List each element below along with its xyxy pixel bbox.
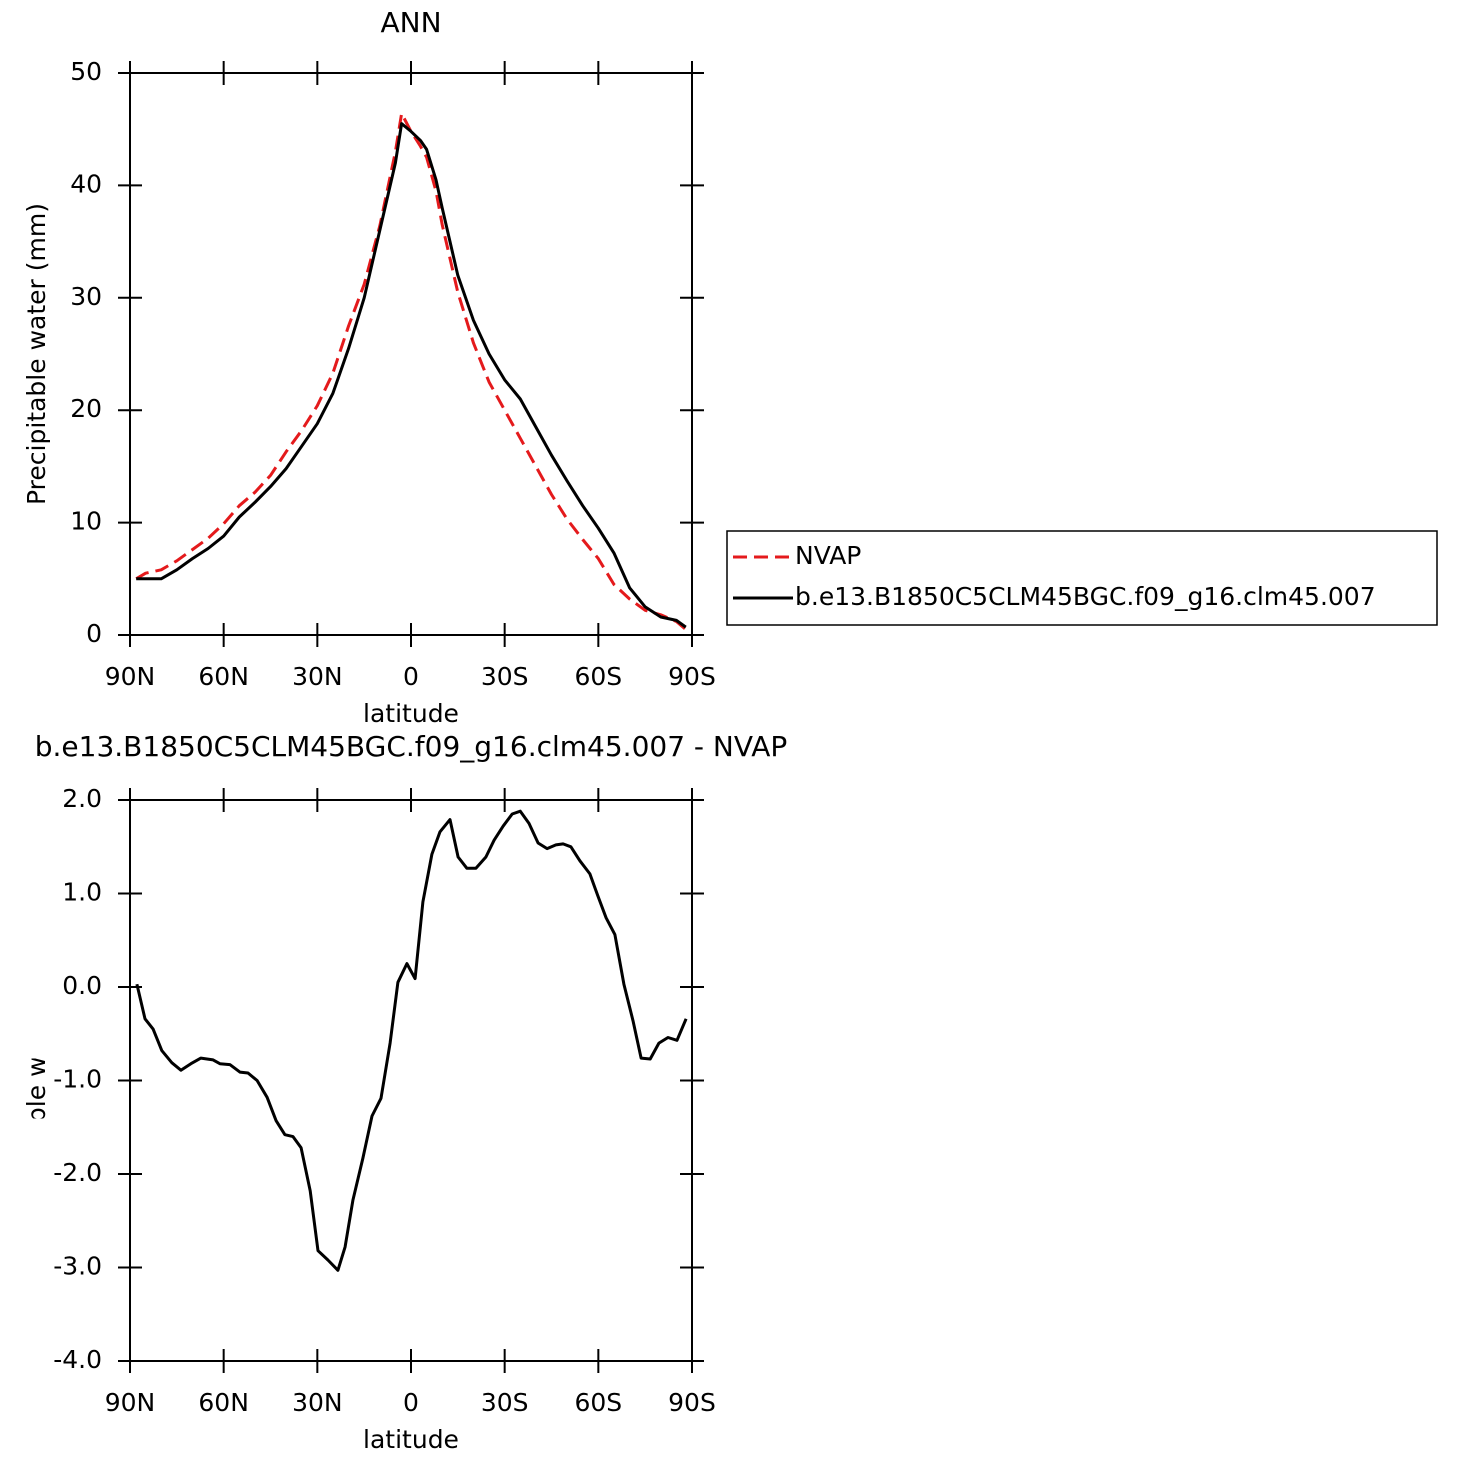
y-tick-label: -1.0 <box>53 1065 102 1094</box>
x-tick-label: 60S <box>574 662 622 691</box>
x-tick-label: 60N <box>198 662 249 691</box>
x-tick-label: 90N <box>105 1388 156 1417</box>
x-tick-label: 60N <box>198 1388 249 1417</box>
y-tick-label: 0.0 <box>62 971 102 1000</box>
x-tick-label: 60S <box>574 1388 622 1417</box>
chart-title: ANN <box>380 6 441 39</box>
plot-frame <box>129 72 693 636</box>
panel: b.e13.B1850C5CLM45BGC.f09_g16.clm45.007 … <box>22 730 787 1454</box>
y-tick-label: 0 <box>86 619 102 648</box>
x-tick-label: 30N <box>292 662 343 691</box>
x-tick-label: 90N <box>105 662 156 691</box>
legend: NVAP b.e13.B1850C5CLM45BGC.f09_g16.clm45.… <box>726 530 1438 626</box>
panel: ANN 0 10 20 30 40 50 90N 60N 30N 0 30S 60S 90S latitud… <box>22 6 1438 728</box>
x-axis-label: latitude <box>363 1425 459 1454</box>
y-tick-label: -4.0 <box>53 1345 102 1374</box>
legend-frame <box>726 530 1438 626</box>
chart-title: b.e13.B1850C5CLM45BGC.f09_g16.clm45.007 … <box>35 730 788 763</box>
x-tick-label: 30N <box>292 1388 343 1417</box>
x-tick-label: 0 <box>403 662 419 691</box>
y-tick-label: -2.0 <box>53 1158 102 1187</box>
y-tick-label: 20 <box>70 394 102 423</box>
x-tick-label: 30S <box>481 1388 529 1417</box>
data-line <box>135 112 687 631</box>
y-axis-label: Precipitable water (mm) <box>22 203 51 505</box>
plot-frame <box>129 799 693 1362</box>
legend-label: NVAP <box>795 541 861 570</box>
x-tick-label: 0 <box>403 1388 419 1417</box>
y-tick-label: 40 <box>70 169 102 198</box>
y-axis-label: Precipitable water (mm) <box>22 930 51 1232</box>
x-axis-label: latitude <box>363 699 459 728</box>
y-tick-label: 1.0 <box>62 878 102 907</box>
x-tick-label: 90S <box>668 1388 716 1417</box>
y-tick-label: -3.0 <box>53 1252 102 1281</box>
legend-label: b.e13.B1850C5CLM45BGC.f09_g16.clm45.007 <box>795 582 1376 611</box>
data-line <box>136 122 687 629</box>
x-tick-label: 90S <box>668 662 716 691</box>
data-line <box>135 809 688 1272</box>
y-tick-label: 50 <box>70 57 102 86</box>
y-tick-label: 30 <box>70 282 102 311</box>
x-tick-label: 30S <box>481 662 529 691</box>
y-tick-label: 10 <box>70 507 102 536</box>
y-tick-label: 2.0 <box>62 784 102 813</box>
